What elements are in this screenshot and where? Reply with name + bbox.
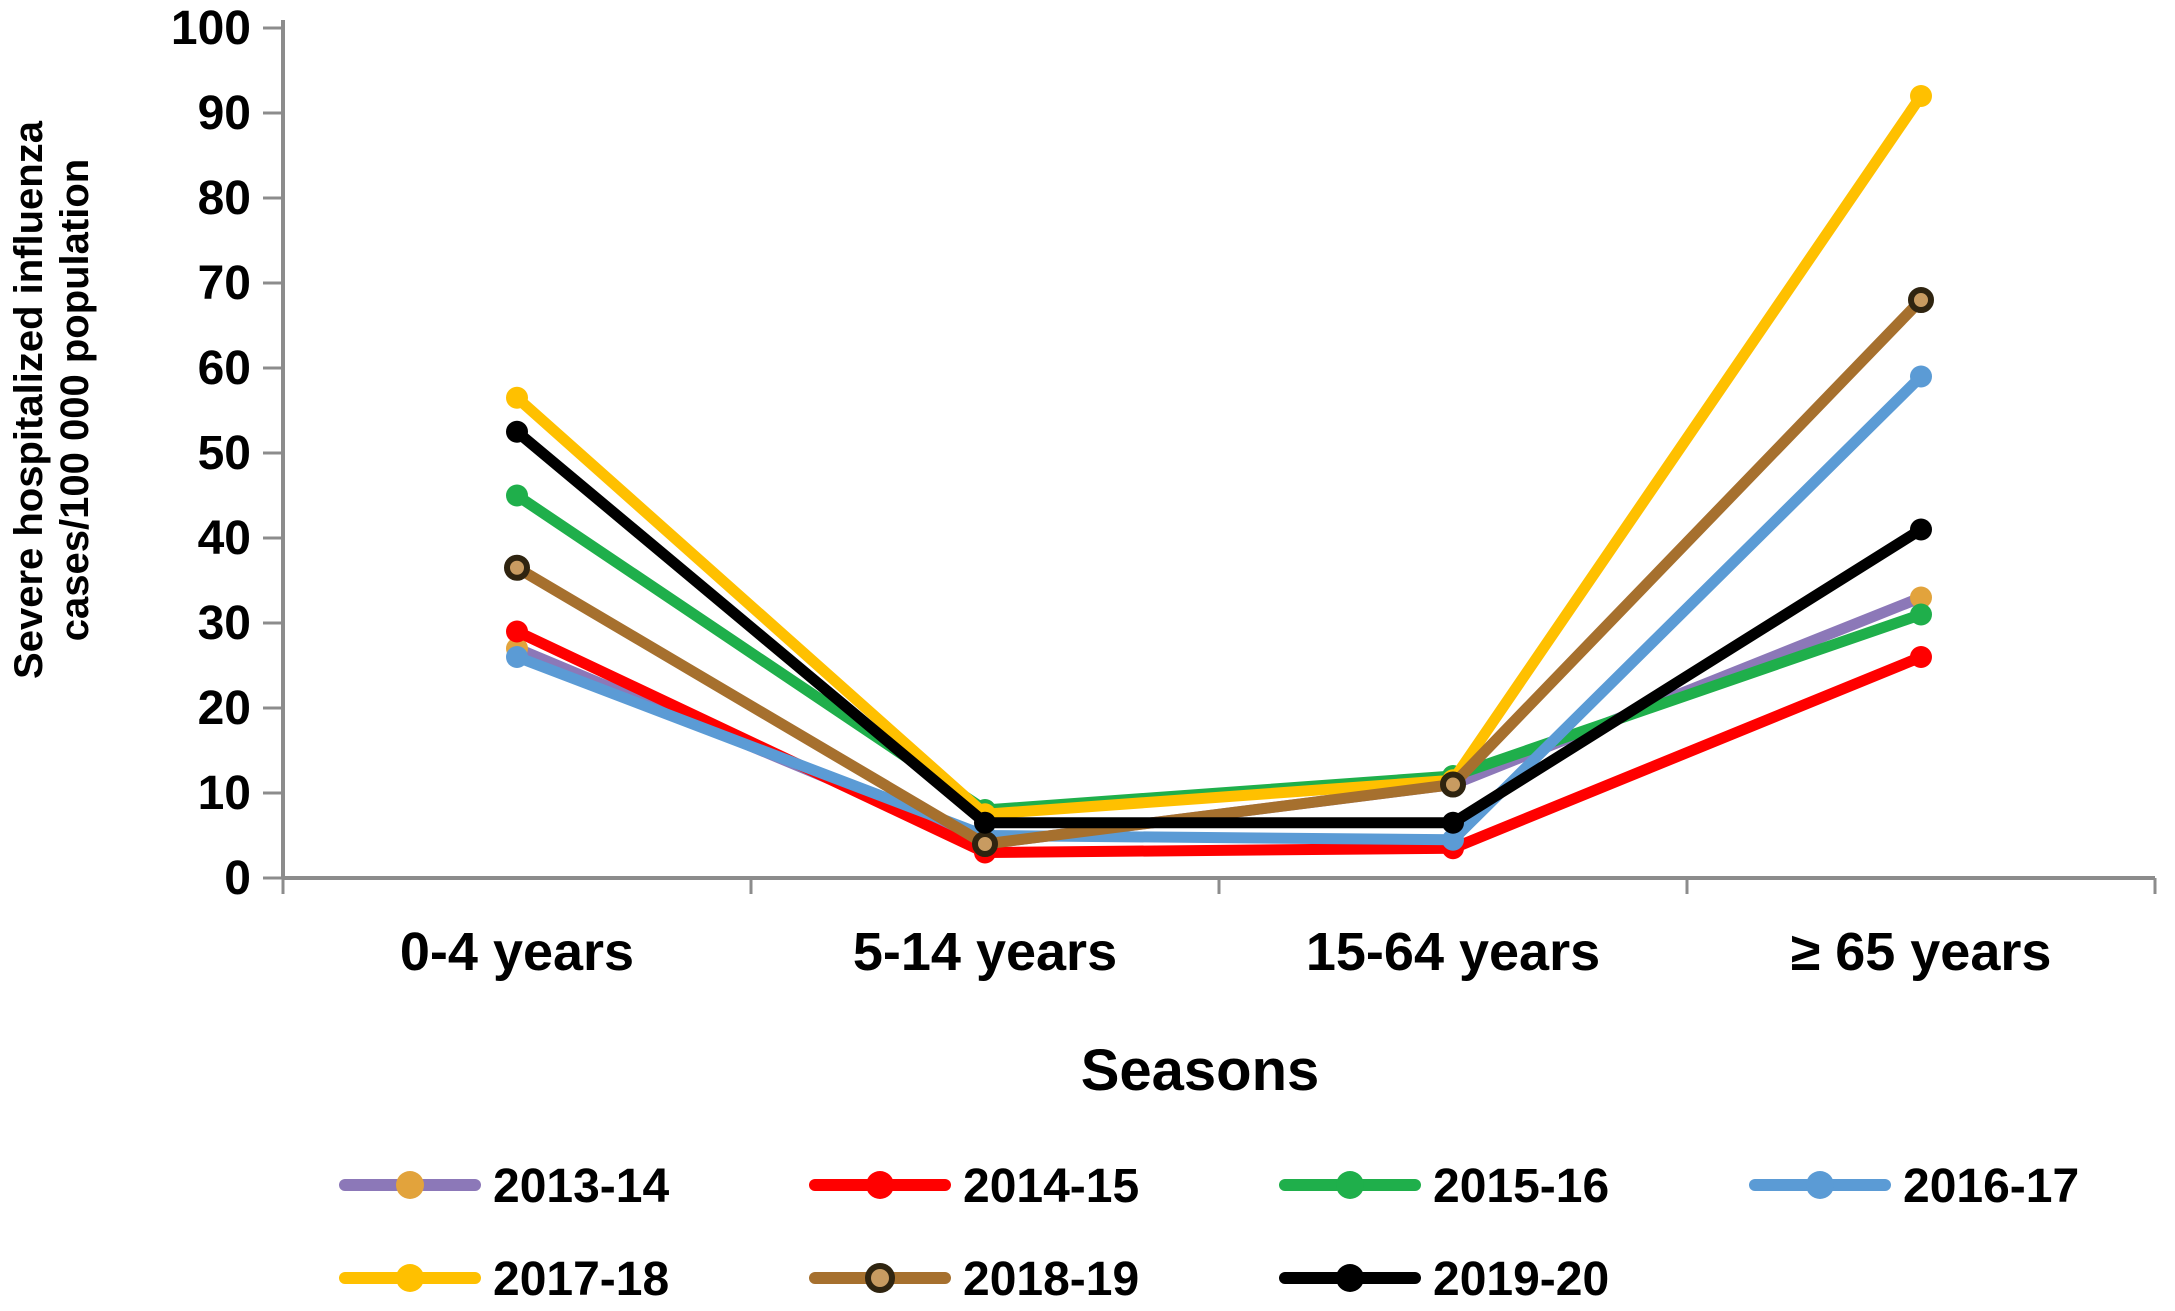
legend-marker-2017-18: [396, 1264, 424, 1292]
legend-label-2016-17: 2016-17: [1903, 1160, 2079, 1213]
x-category-label: 5-14 years: [853, 922, 1117, 982]
y-tick-label: 30: [198, 597, 251, 650]
series-marker-2014-15: [1910, 646, 1932, 668]
series-line-2019-20: [511, 426, 1927, 829]
legend-label-2013-14: 2013-14: [493, 1160, 669, 1213]
y-tick-label: 10: [198, 767, 251, 820]
y-tick-label: 50: [198, 427, 251, 480]
series-marker-2014-15: [506, 620, 528, 643]
legend-marker-2014-15: [866, 1171, 894, 1199]
series-marker-2018-19: [504, 554, 530, 581]
x-axis-title: Seasons: [1081, 1038, 1320, 1103]
series-marker-2019-20: [1442, 811, 1464, 834]
x-category-label: ≥ 65 years: [1791, 922, 2052, 982]
series-marker-2017-18: [506, 386, 528, 409]
series-line-2017-18: [511, 90, 1927, 820]
series-line-2015-16: [511, 490, 1927, 816]
legend-marker-2019-20: [1336, 1264, 1364, 1292]
y-tick-label: 90: [198, 87, 251, 140]
legend-label-2014-15: 2014-15: [963, 1160, 1139, 1213]
legend-label-2019-20: 2019-20: [1433, 1253, 1609, 1306]
y-tick-label: 40: [198, 512, 251, 565]
y-axis-title-line: Severe hospitalized influenza: [7, 120, 51, 679]
y-tick-label: 60: [198, 342, 251, 395]
series-marker-2015-16: [506, 484, 528, 507]
series-marker-2016-17: [506, 646, 528, 668]
series-marker-2018-19: [1440, 771, 1466, 798]
x-category-label: 15-64 years: [1306, 922, 1600, 982]
series-marker-2015-16: [1910, 603, 1932, 626]
series-marker-2019-20: [506, 420, 528, 443]
y-tick-label: 0: [224, 852, 251, 905]
legend-label-2017-18: 2017-18: [493, 1253, 669, 1306]
x-category-label: 0-4 years: [400, 922, 634, 982]
series-line-2016-17: [511, 371, 1927, 846]
y-tick-label: 80: [198, 172, 251, 225]
y-axis-title-line: cases/100 000 population: [53, 159, 97, 641]
y-tick-label: 70: [198, 257, 251, 310]
series-marker-2018-19: [972, 831, 998, 857]
y-tick-label: 20: [198, 682, 251, 735]
series-marker-2016-17: [1442, 828, 1464, 851]
legend-label-2015-16: 2015-16: [1433, 1160, 1609, 1213]
series-line-2018-19: [511, 294, 1927, 850]
series-marker-2016-17: [1910, 365, 1932, 388]
legend-marker-2016-17: [1806, 1171, 1834, 1199]
series-marker-2013-14: [1910, 586, 1932, 609]
legend-marker-2018-19: [865, 1263, 895, 1293]
legend-marker-2013-14: [396, 1171, 424, 1199]
series-marker-2019-20: [1910, 518, 1932, 541]
legend-marker-2015-16: [1336, 1171, 1364, 1199]
series-marker-2019-20: [974, 811, 996, 834]
y-tick-label: 100: [171, 2, 251, 55]
series-marker-2018-19: [1908, 287, 1934, 313]
series-marker-2017-18: [1910, 85, 1932, 107]
legend-label-2018-19: 2018-19: [963, 1253, 1139, 1306]
